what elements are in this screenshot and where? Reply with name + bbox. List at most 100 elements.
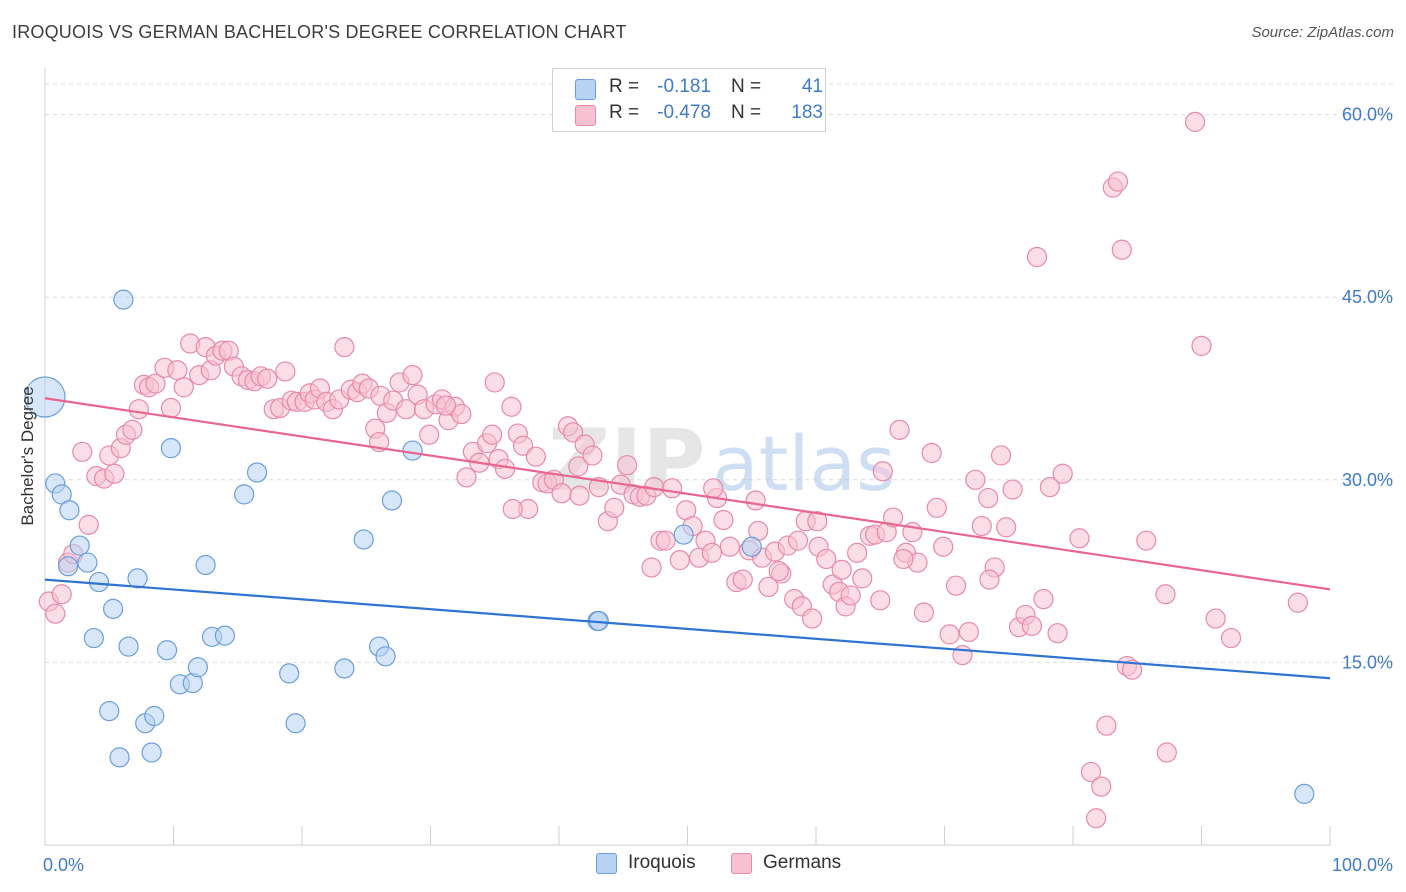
data-point xyxy=(872,461,893,482)
legend-n-label: N = xyxy=(731,102,762,123)
data-point xyxy=(870,590,891,611)
data-point xyxy=(435,395,457,416)
data-point xyxy=(655,530,676,551)
data-point xyxy=(669,550,690,571)
data-point xyxy=(113,289,134,310)
data-point xyxy=(58,556,79,577)
data-point xyxy=(1047,623,1068,644)
data-point xyxy=(257,368,278,389)
chart-title: IROQUOIS VS GERMAN BACHELOR'S DEGREE COR… xyxy=(12,22,627,42)
data-point xyxy=(971,515,992,537)
data-point xyxy=(1287,592,1308,613)
data-point xyxy=(1086,808,1107,829)
data-point xyxy=(1122,659,1143,680)
series-iroquois xyxy=(24,289,1315,804)
iroquois-legend-icon xyxy=(596,853,617,874)
data-point xyxy=(1021,615,1042,636)
data-point xyxy=(141,742,162,763)
data-point xyxy=(525,446,546,467)
data-point xyxy=(719,536,741,557)
trend-line-germans xyxy=(44,397,1331,591)
legend-r-value: -0.478 xyxy=(657,102,711,123)
source-label[interactable]: Source: ZipAtlas.com xyxy=(1251,24,1394,41)
trend-line-iroquois xyxy=(44,578,1331,680)
data-point xyxy=(978,487,999,509)
x-tick-label: 100.0% xyxy=(1332,855,1393,875)
data-point xyxy=(979,569,1000,590)
data-point xyxy=(128,399,149,420)
data-point xyxy=(78,514,99,535)
data-point xyxy=(502,498,523,520)
data-point xyxy=(996,517,1017,538)
data-point xyxy=(768,561,789,582)
data-point xyxy=(945,575,967,596)
data-point xyxy=(1184,111,1206,133)
data-point xyxy=(741,536,762,557)
data-point xyxy=(501,396,522,417)
legend-r-label: R = xyxy=(609,102,640,123)
data-point xyxy=(1052,463,1073,484)
data-point xyxy=(604,497,625,518)
y-tick-label: 15.0% xyxy=(1342,652,1393,672)
data-point xyxy=(160,397,182,419)
data-point xyxy=(334,337,355,358)
series-germans xyxy=(38,111,1308,829)
data-point xyxy=(617,455,638,476)
data-point xyxy=(641,557,662,578)
data-point xyxy=(122,419,143,440)
y-tick-label: 30.0% xyxy=(1342,470,1393,490)
data-point xyxy=(402,440,423,461)
data-point xyxy=(926,497,947,518)
data-point xyxy=(1069,528,1090,549)
data-point xyxy=(167,360,188,381)
data-point xyxy=(88,571,110,593)
data-point xyxy=(381,490,403,511)
data-point xyxy=(840,585,861,606)
y-tick-label: 60.0% xyxy=(1342,105,1393,125)
y-tick-label: 45.0% xyxy=(1342,287,1393,307)
data-point xyxy=(787,530,809,551)
data-point xyxy=(990,445,1012,466)
data-point xyxy=(852,568,873,589)
data-point xyxy=(568,456,589,477)
data-point xyxy=(104,463,125,484)
data-point xyxy=(882,507,904,528)
data-point xyxy=(732,569,753,590)
data-point xyxy=(214,625,235,646)
data-point xyxy=(958,621,980,643)
legend-n-value: 183 xyxy=(791,102,823,123)
data-point xyxy=(375,646,396,667)
data-point xyxy=(1111,239,1132,260)
legend-n-value: 41 xyxy=(801,76,823,97)
data-point xyxy=(173,377,194,398)
trend-lines xyxy=(44,397,1331,680)
germans-legend-icon xyxy=(731,853,752,874)
data-point xyxy=(334,658,355,679)
data-point xyxy=(913,602,935,623)
data-point xyxy=(1002,479,1023,500)
data-point xyxy=(939,624,960,645)
legend-label-germans: Germans xyxy=(763,852,842,873)
data-point xyxy=(1220,627,1242,649)
data-point xyxy=(1136,530,1157,551)
data-point xyxy=(1026,246,1048,268)
data-point xyxy=(195,554,216,576)
data-point xyxy=(494,458,516,479)
data-point xyxy=(69,535,90,556)
data-point xyxy=(279,663,300,684)
data-point xyxy=(118,636,139,657)
correlation-legend: R = -0.181 N = 41 R = -0.478 N = 183 xyxy=(552,68,826,132)
data-point xyxy=(1205,608,1226,629)
data-point xyxy=(1096,715,1117,736)
data-point xyxy=(103,598,124,619)
legend-n-label: N = xyxy=(731,76,762,97)
data-point xyxy=(419,424,440,445)
data-point xyxy=(145,373,166,394)
data-point xyxy=(187,657,209,678)
data-point xyxy=(1191,335,1212,356)
axes xyxy=(44,68,1331,846)
data-point xyxy=(275,361,296,382)
y-axis-label: Bachelor's Degree xyxy=(18,386,37,525)
data-point xyxy=(246,462,268,483)
